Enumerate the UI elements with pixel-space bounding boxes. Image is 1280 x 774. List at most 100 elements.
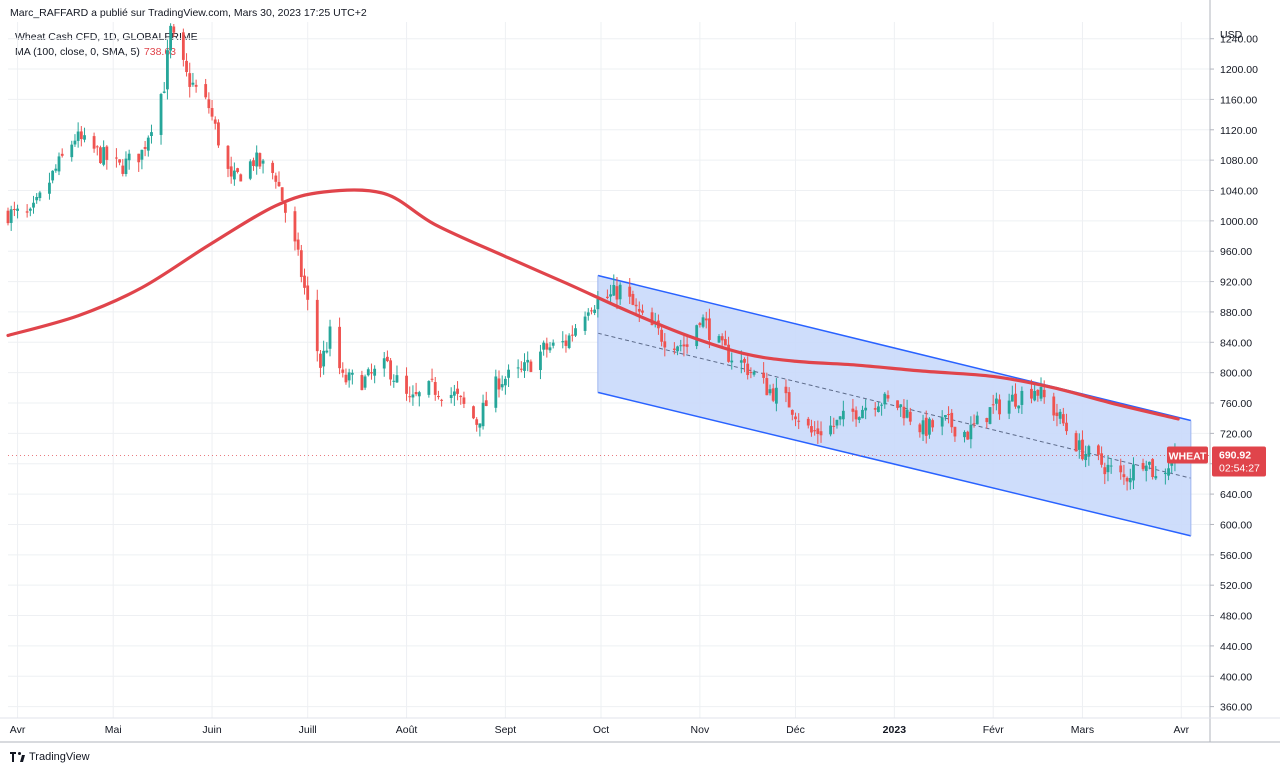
candle-up xyxy=(861,409,864,419)
price-tag-box[interactable] xyxy=(1212,446,1266,477)
x-tick-label: Oct xyxy=(593,724,609,736)
candle-up xyxy=(481,402,485,427)
candle-down xyxy=(185,60,188,73)
candle-down xyxy=(283,203,287,213)
candle-down xyxy=(430,378,434,380)
channel-median-line[interactable] xyxy=(597,332,1191,479)
candle-up xyxy=(752,371,756,375)
candle-down xyxy=(79,131,83,140)
candle-down xyxy=(1097,445,1100,455)
candle-down xyxy=(12,209,16,211)
price-tag-value: 690.92 xyxy=(1219,449,1251,461)
currency-label: USD xyxy=(1220,29,1243,41)
x-tick-label: Déc xyxy=(786,724,805,736)
candle-up xyxy=(159,94,163,135)
y-tick-label: 1120.00 xyxy=(1220,125,1257,137)
candle-up xyxy=(567,335,571,348)
candle-up xyxy=(1132,464,1135,481)
candle-up xyxy=(516,367,520,369)
x-tick-label: Mai xyxy=(105,724,122,736)
candle-down xyxy=(794,416,797,420)
y-tick-label: 1040.00 xyxy=(1220,185,1258,197)
x-tick-label: Sept xyxy=(495,724,517,736)
symbol-line[interactable]: Wheat Cash CFD, 1D, GLOBALPRIME xyxy=(15,31,198,43)
candle-up xyxy=(899,404,903,407)
candle-up xyxy=(232,170,236,180)
candle-up xyxy=(73,140,77,145)
candle-up xyxy=(539,351,542,371)
candle-up xyxy=(988,407,992,424)
candle-down xyxy=(462,397,466,404)
candle-down xyxy=(1100,453,1103,465)
candle-up xyxy=(127,153,131,161)
symbol-tag-box[interactable] xyxy=(1167,446,1208,464)
candle-up xyxy=(35,197,39,201)
candle-down xyxy=(985,418,989,423)
candle-down xyxy=(787,392,791,408)
candle-up xyxy=(829,425,832,435)
candle-down xyxy=(204,84,208,98)
candle-down xyxy=(660,329,664,342)
tradingview-logo-icon xyxy=(10,752,25,762)
candle-down xyxy=(606,296,609,298)
candle-up xyxy=(526,359,530,363)
y-tick-label: 840.00 xyxy=(1220,337,1252,349)
candle-up xyxy=(1039,387,1043,399)
candle-up xyxy=(542,342,546,350)
candle-down xyxy=(484,400,488,407)
y-tick-label: 720.00 xyxy=(1220,428,1252,440)
ma-line-group xyxy=(6,188,1180,421)
candle-up xyxy=(841,410,845,420)
candle-down xyxy=(472,406,475,419)
candle-down xyxy=(1119,465,1123,473)
candle-up xyxy=(261,160,265,164)
candle-down xyxy=(908,411,912,422)
ma-line[interactable] xyxy=(6,188,1180,421)
candle-up xyxy=(191,82,195,85)
y-tick-label: 1080.00 xyxy=(1220,155,1258,167)
candle-down xyxy=(727,344,730,362)
candle-down xyxy=(749,372,753,374)
candle-down xyxy=(832,425,836,427)
candle-up xyxy=(102,147,106,165)
candle-up xyxy=(507,369,510,378)
price-tag-countdown: 02:54:27 xyxy=(1219,462,1260,474)
candle-up xyxy=(857,417,861,420)
candle-up xyxy=(838,416,842,420)
candle-up xyxy=(1154,476,1158,479)
candle-down xyxy=(293,211,297,242)
candle-up xyxy=(427,381,431,395)
candle-up xyxy=(618,284,622,300)
candle-up xyxy=(322,350,326,367)
candle-down xyxy=(672,348,676,350)
candle-up xyxy=(150,132,153,137)
publisher-line: Marc_RAFFARD a publié sur TradingView.co… xyxy=(10,7,367,19)
candle-up xyxy=(124,158,128,174)
candle-up xyxy=(768,389,772,394)
candle-up xyxy=(739,360,743,363)
candle-down xyxy=(433,381,437,395)
candle-down xyxy=(229,166,233,177)
candle-up xyxy=(596,298,600,310)
channel-lower-line[interactable] xyxy=(597,391,1192,537)
candle-down xyxy=(1042,389,1046,398)
candle-down xyxy=(931,420,935,428)
candle-up xyxy=(1144,465,1148,471)
candle-up xyxy=(574,328,577,336)
candle-down xyxy=(437,395,440,398)
ma-label: MA (100, close, 0, SMA, 5) xyxy=(15,46,140,58)
candle-up xyxy=(382,358,386,369)
footer-brand[interactable]: TradingView xyxy=(29,751,90,763)
candle-down xyxy=(194,84,198,87)
candle-down xyxy=(274,175,278,182)
candle-down xyxy=(217,122,220,146)
candle-down xyxy=(303,275,306,288)
candle-down xyxy=(210,108,214,117)
candle-down xyxy=(280,187,284,201)
candle-down xyxy=(60,153,64,156)
candle-up xyxy=(1163,472,1167,475)
candle-up xyxy=(347,372,351,381)
candle-down xyxy=(239,174,243,182)
candle-down xyxy=(998,399,1001,415)
